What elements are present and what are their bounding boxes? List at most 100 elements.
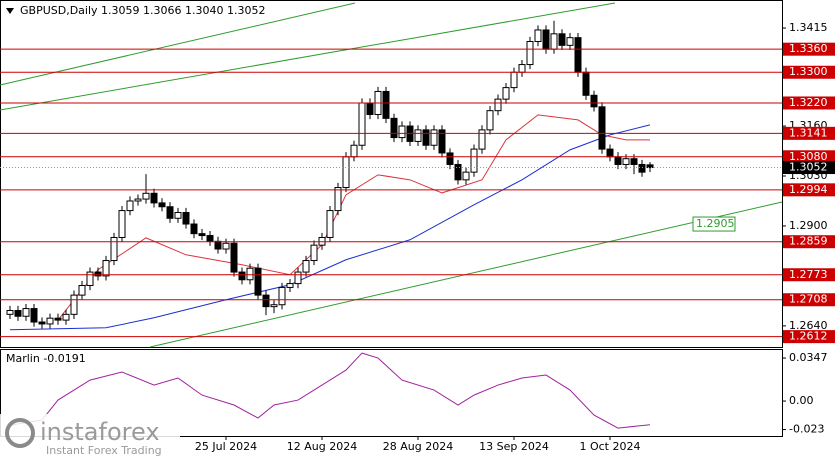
candle-body (86, 271, 94, 287)
candle-body (238, 271, 246, 281)
y-tick-label: 1.2900 (789, 219, 828, 232)
candle-body (510, 71, 518, 89)
level-label: 1.2708 (789, 293, 828, 306)
logo-icon (5, 418, 35, 448)
chart-title: GBPUSD,Daily 1.3059 1.3066 1.3040 1.3052 (20, 4, 265, 17)
x-tick-label: 1 Oct 2024 (579, 440, 640, 453)
logo-tagline: Instant Forex Trading (46, 444, 162, 457)
candle-body (198, 233, 206, 237)
level-box (783, 150, 835, 164)
candle-body (534, 29, 542, 43)
current-price-label: 1.3052 (789, 161, 828, 174)
candle-body (286, 283, 294, 288)
candle-body (558, 33, 566, 46)
candle-body (46, 317, 54, 325)
level-box (783, 96, 835, 110)
candle-body (494, 98, 502, 112)
candle-body (294, 271, 302, 285)
x-tick-label: 28 Aug 2024 (383, 440, 453, 453)
candle-body (590, 94, 598, 108)
candle-body (462, 171, 470, 181)
candle-body (110, 236, 118, 262)
candle-body (390, 117, 398, 139)
candle-body (182, 212, 190, 225)
candle-body (414, 129, 422, 142)
candle-body (102, 260, 110, 277)
indicator-title: Marlin -0.0191 (6, 352, 86, 365)
candle-body (630, 158, 638, 165)
x-tick-label: 13 Sep 2024 (479, 440, 549, 453)
candle-body (70, 294, 78, 315)
level-box (783, 235, 835, 249)
candle-body (166, 206, 174, 219)
level-label: 1.3300 (789, 65, 828, 78)
candle-body (422, 129, 430, 146)
level-box (783, 183, 835, 197)
logo-name: instaforex (40, 418, 160, 446)
candle-body (126, 200, 134, 212)
candle-body (30, 308, 38, 323)
trendline-label: 1.2905 (696, 217, 735, 230)
level-box (783, 293, 835, 307)
candle-body (430, 129, 438, 146)
level-label: 1.2994 (789, 183, 828, 196)
candle-body (334, 187, 342, 212)
candle-body (174, 212, 182, 219)
dropdown-icon (6, 8, 14, 14)
trendline-label-box (692, 216, 736, 232)
candle-body (342, 156, 350, 189)
candle-body (302, 260, 310, 273)
candle-body (622, 158, 630, 165)
candle-body (326, 210, 334, 238)
candle-body (518, 64, 526, 73)
candle-body (230, 242, 238, 273)
y-tick-label: 0.0347 (789, 351, 828, 364)
channel-line (0, 2, 616, 111)
candle-body (206, 235, 214, 242)
candle-body (270, 304, 278, 308)
candle-body (118, 210, 126, 238)
candle-body (486, 110, 494, 131)
candle-body (14, 309, 22, 317)
candle-body (214, 240, 222, 250)
moving-average (57, 114, 650, 321)
candle-body (550, 33, 558, 50)
candle-body (454, 163, 462, 181)
candle-body (310, 244, 318, 262)
logo: instaforex Instant Forex Trading (0, 414, 180, 459)
candle-body (646, 164, 654, 169)
plot-layer (6, 20, 654, 429)
candle-body (566, 37, 574, 46)
level-label: 1.3080 (789, 150, 828, 163)
main-panel (0, 0, 783, 348)
level-box (783, 268, 835, 282)
candle-body (94, 271, 102, 277)
candle-body (350, 144, 358, 158)
level-box (783, 42, 835, 56)
logo-backdrop (0, 414, 180, 459)
candle-body (526, 41, 534, 66)
channel-line (0, 2, 356, 86)
level-label: 1.2612 (789, 330, 828, 343)
candle-body (190, 223, 198, 235)
candle-body (150, 192, 158, 204)
candle-body (54, 317, 62, 321)
x-tick-label: 12 Aug 2024 (287, 440, 357, 453)
candle-body (262, 294, 270, 308)
candle-body (446, 152, 454, 165)
candle-body (158, 202, 166, 208)
candle-body (542, 29, 550, 50)
level-box (783, 330, 835, 344)
candle-body (142, 192, 150, 200)
candle-body (582, 71, 590, 96)
y-tick-label: 1.3415 (789, 21, 828, 34)
y-tick-label: 0.00 (789, 394, 814, 407)
moving-average (9, 124, 651, 331)
candle-body (358, 102, 366, 146)
candle-body (278, 286, 286, 306)
candle-body (78, 285, 86, 296)
candle-body (398, 125, 406, 139)
level-label: 1.3220 (789, 96, 828, 109)
indicator-line (9, 352, 651, 429)
candle-body (438, 129, 446, 154)
